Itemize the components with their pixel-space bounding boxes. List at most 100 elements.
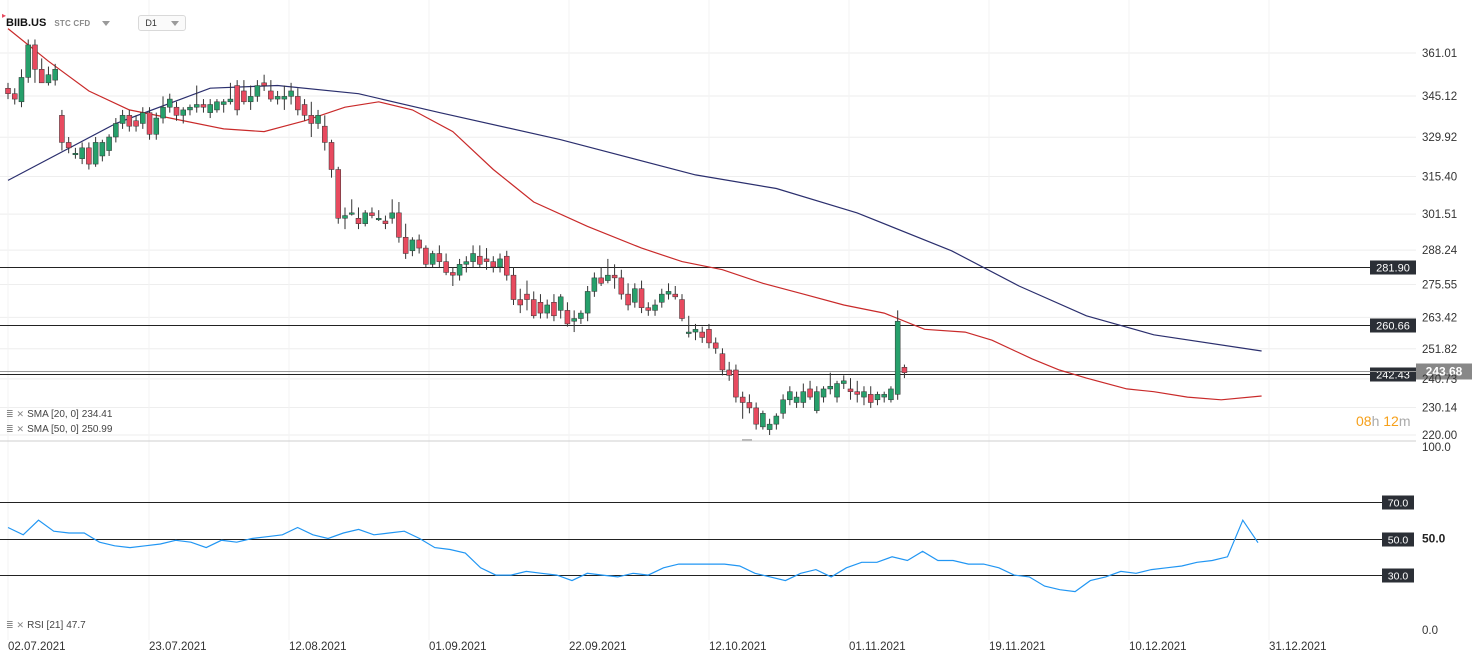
candle[interactable]: [490, 256, 497, 273]
candle[interactable]: [537, 294, 544, 319]
candle[interactable]: [429, 250, 436, 268]
candle[interactable]: [625, 283, 631, 311]
candle[interactable]: [389, 199, 395, 224]
candle[interactable]: [584, 286, 591, 322]
candle[interactable]: [679, 294, 685, 322]
candle[interactable]: [530, 291, 537, 319]
candle[interactable]: [800, 383, 807, 408]
candle[interactable]: [5, 82, 11, 100]
candle[interactable]: [854, 380, 860, 403]
candle[interactable]: [187, 104, 193, 116]
candle[interactable]: [456, 258, 463, 281]
candle[interactable]: [847, 378, 854, 400]
candle[interactable]: [672, 286, 679, 300]
candle[interactable]: [268, 80, 274, 102]
candle[interactable]: [72, 147, 79, 159]
candle[interactable]: [65, 137, 72, 154]
candle[interactable]: [119, 109, 126, 129]
candle[interactable]: [733, 364, 739, 403]
candle[interactable]: [315, 109, 321, 129]
candle[interactable]: [659, 288, 665, 308]
candle[interactable]: [45, 66, 52, 86]
candle[interactable]: [834, 380, 840, 403]
candle[interactable]: [382, 215, 389, 230]
candle[interactable]: [827, 372, 834, 395]
candle[interactable]: [193, 85, 200, 113]
candle[interactable]: [295, 88, 301, 116]
candle[interactable]: [787, 386, 793, 406]
candle[interactable]: [739, 391, 746, 419]
candle[interactable]: [665, 283, 672, 300]
candle[interactable]: [699, 326, 705, 343]
candle[interactable]: [591, 272, 598, 297]
candle[interactable]: [517, 288, 523, 314]
candle[interactable]: [450, 267, 456, 287]
level-tag[interactable]: [1370, 318, 1416, 333]
candle[interactable]: [396, 202, 402, 243]
candle[interactable]: [261, 74, 267, 91]
candle[interactable]: [126, 109, 133, 132]
sma20-legend[interactable]: ≣ ✕ SMA [20, 0] 234.41: [6, 409, 112, 420]
candle[interactable]: [483, 248, 490, 270]
candle[interactable]: [861, 386, 867, 406]
candle[interactable]: [227, 82, 234, 105]
close-icon[interactable]: ✕: [16, 409, 25, 419]
candle[interactable]: [214, 99, 220, 113]
candle[interactable]: [753, 402, 759, 430]
date-axis[interactable]: 02.07.2021 23.07.2021 12.08.2021 01.09.2021…: [8, 641, 1327, 653]
candle[interactable]: [416, 234, 422, 254]
candle[interactable]: [113, 118, 119, 143]
candle[interactable]: [807, 380, 813, 400]
candle[interactable]: [234, 80, 240, 116]
candle[interactable]: [11, 88, 18, 105]
close-icon[interactable]: ✕: [16, 424, 25, 434]
candle[interactable]: [362, 210, 368, 227]
candle[interactable]: [605, 258, 611, 284]
settings-icon[interactable]: ≣: [6, 424, 14, 434]
rsi-legend[interactable]: ≣ ✕ RSI [21] 47.7: [6, 620, 86, 631]
candle[interactable]: [38, 58, 45, 84]
candle[interactable]: [443, 253, 449, 276]
candle[interactable]: [254, 80, 261, 102]
candle[interactable]: [504, 250, 510, 281]
sma50-legend[interactable]: ≣ ✕ SMA [50, 0] 250.99: [6, 424, 112, 435]
symbol-label[interactable]: BIIB.US: [6, 17, 47, 29]
candle[interactable]: [841, 375, 847, 389]
candle[interactable]: [146, 107, 153, 140]
candle[interactable]: [820, 386, 827, 403]
candle[interactable]: [773, 413, 780, 430]
candle[interactable]: [463, 256, 470, 273]
candle[interactable]: [632, 283, 638, 308]
candle[interactable]: [52, 63, 58, 86]
candle[interactable]: [470, 245, 476, 268]
candle[interactable]: [92, 137, 99, 167]
candle[interactable]: [685, 315, 692, 338]
candle[interactable]: [200, 99, 207, 113]
close-icon[interactable]: ✕: [16, 620, 25, 630]
candle[interactable]: [18, 69, 25, 108]
candle[interactable]: [79, 142, 85, 165]
candle[interactable]: [281, 85, 288, 110]
candle[interactable]: [140, 107, 146, 129]
horizontal-levels[interactable]: 281.90 260.66 242.43 243.68: [0, 260, 1472, 382]
candle[interactable]: [578, 310, 584, 324]
candle[interactable]: [557, 294, 564, 319]
candle[interactable]: [814, 386, 820, 414]
rsi-level-tag[interactable]: [1382, 495, 1414, 510]
candle[interactable]: [375, 210, 382, 221]
candle[interactable]: [308, 101, 315, 138]
candle[interactable]: [153, 112, 160, 140]
candle[interactable]: [888, 386, 894, 403]
candle[interactable]: [342, 207, 348, 230]
candle[interactable]: [328, 139, 335, 178]
candle[interactable]: [901, 364, 908, 379]
price-axis[interactable]: 361.01 345.12 329.92 315.40 301.51 288.24 275.…: [1422, 48, 1458, 442]
rsi-level-tag[interactable]: [1382, 568, 1414, 583]
candle[interactable]: [544, 299, 550, 319]
panel-resize-handle[interactable]: [742, 439, 752, 441]
candle[interactable]: [86, 142, 92, 170]
candle[interactable]: [173, 101, 180, 121]
candle[interactable]: [220, 99, 227, 113]
candle[interactable]: [180, 107, 186, 124]
candle[interactable]: [766, 418, 773, 435]
